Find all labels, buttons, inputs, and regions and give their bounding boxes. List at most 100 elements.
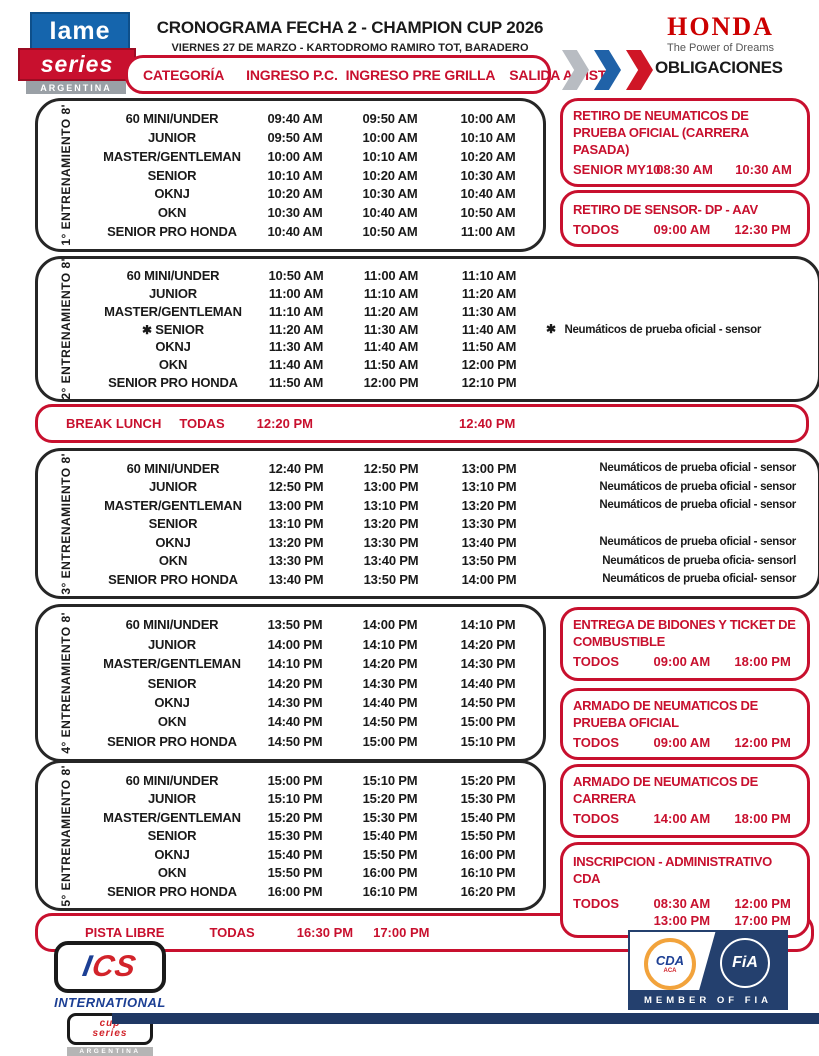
category-cell: ✱ SENIOR <box>142 321 204 337</box>
time-cell: 11:40 AM <box>268 357 324 373</box>
time-cell: 10:20 AM <box>362 167 418 183</box>
honda-logo: HONDA The Power of Dreams <box>628 12 813 54</box>
category-cell: OKNJ <box>154 694 190 710</box>
time-cell: 13:10 PM <box>363 497 419 513</box>
time-cell: 11:20 AM <box>363 303 419 319</box>
schedule-row: OKN 11:40 AM 11:50 AM 12:00 PM <box>94 357 810 372</box>
pista-end: 17:00 PM <box>373 925 430 940</box>
time-cell: 13:00 PM <box>268 497 324 513</box>
time-cell: 10:10 AM <box>460 129 516 145</box>
schedule-row: JUNIOR 11:00 AM 11:10 AM 11:20 AM <box>94 286 810 301</box>
time-cell: 11:00 AM <box>268 285 324 301</box>
time-cell: 11:00 AM <box>460 224 516 240</box>
obligation-times-row: TODOS 09:00 AM 12:30 PM <box>573 222 797 237</box>
obligation-rows: TODOS 09:00 AM 12:30 PM <box>573 222 797 237</box>
schedule-row: SENIOR 13:10 PM 13:20 PM 13:30 PM <box>94 516 810 531</box>
schedule-row: JUNIOR 12:50 PM 13:00 PM 13:10 PM Neumáticos… <box>94 479 810 494</box>
session-rows: 60 MINI/UNDER 09:40 AM 09:50 AM 10:00 AM JUN… <box>93 101 543 249</box>
time-cell: 16:00 PM <box>267 883 323 899</box>
category-cell: 60 MINI/UNDER <box>125 772 219 788</box>
time-cell: 13:10 PM <box>268 516 324 531</box>
obligation-times-row: TODOS 09:00 AM 18:00 PM <box>573 654 797 669</box>
obligation-title: RETIRO DE SENSOR- DP - AAV <box>573 202 758 217</box>
session-box-1: 1° ENTRENAMIENTO 8' 60 MINI/UNDER 09:40 A… <box>35 98 546 252</box>
time-cell: 10:50 AM <box>362 224 418 240</box>
time-cell: 14:10 PM <box>362 636 418 652</box>
obligation-times-row: 13:00 PM 17:00 PM <box>573 913 797 928</box>
time-cell: 13:20 PM <box>363 516 419 531</box>
category-cell: MASTER/GENTLEMAN <box>103 148 241 164</box>
time-cell: 13:40 PM <box>268 571 324 587</box>
time-cell: 15:20 PM <box>362 791 418 806</box>
session-rows: 60 MINI/UNDER 10:50 AM 11:00 AM 11:10 AM JUN… <box>94 259 818 399</box>
schedule-row: SENIOR 15:30 PM 15:40 PM 15:50 PM <box>93 828 535 843</box>
category-cell: MASTER/GENTLEMAN <box>103 656 241 672</box>
star-icon: ✱ <box>546 322 556 336</box>
break-lunch-bar: BREAK LUNCH TODAS 12:20 PM 12:40 PM <box>35 404 809 443</box>
time-cell: 10:30 AM <box>267 205 323 221</box>
time-cell: 11:50 AM <box>461 339 517 355</box>
time-cell: 14:50 PM <box>460 694 516 710</box>
time-cell: 10:40 AM <box>362 205 418 221</box>
time-cell: 10:40 AM <box>460 186 516 202</box>
note-cell: Neumáticos de prueba oficia- sensorl <box>602 554 796 567</box>
chevron-blue-icon <box>594 50 621 90</box>
session-label: 3° ENTRENAMIENTO 8' <box>59 452 73 595</box>
time-cell: 11:30 AM <box>461 303 517 319</box>
time-cell: 13:50 PM <box>267 617 323 633</box>
schedule-row: MASTER/GENTLEMAN 15:20 PM 15:30 PM 15:40 PM <box>93 810 535 825</box>
category-cell: OKNJ <box>155 534 191 550</box>
category-cell: SENIOR <box>148 516 198 531</box>
schedule-row: OKN 14:40 PM 14:50 PM 15:00 PM <box>93 714 535 729</box>
category-cell: 60 MINI/UNDER <box>126 267 220 283</box>
time-cell: 14:20 PM <box>362 656 418 672</box>
session-label: 4° ENTRENAMIENTO 8' <box>58 612 73 754</box>
category-cell: OKNJ <box>155 339 191 355</box>
cda-logo: CDA ACA <box>644 938 696 990</box>
time-cell: 16:00 PM <box>362 865 418 880</box>
schedule-row: OKNJ 10:20 AM 10:30 AM 10:40 AM <box>93 186 535 201</box>
category-cell: SENIOR PRO HONDA <box>107 733 237 749</box>
obligation-who: SENIOR MY10 <box>573 161 661 177</box>
obligation-rows: TODOS 08:30 AM 12:00 PM 13:00 PM 17:00 PM <box>573 896 797 928</box>
category-cell: 60 MINI/UNDER <box>125 110 219 126</box>
obligation-box-inscripcion: INSCRIPCION - ADMINISTRATIVO CDA TODOS 08… <box>560 842 810 938</box>
chevron-red-icon <box>626 50 653 90</box>
pista-who: TODAS <box>209 925 255 940</box>
note-cell: Neumáticos de prueba oficial - sensor <box>599 536 796 548</box>
session-label-wrap: 3° ENTRENAMIENTO 8' <box>38 451 94 596</box>
time-cell: 14:30 PM <box>362 675 418 691</box>
time-cell: 12:00 PM <box>461 357 517 373</box>
honda-tagline: The Power of Dreams <box>667 42 774 54</box>
time-cell: 11:20 AM <box>268 321 324 337</box>
time-cell: 10:00 AM <box>460 110 516 126</box>
time-cell: 14:50 PM <box>362 714 418 730</box>
time-cell: 15:30 PM <box>267 828 323 843</box>
column-header-bar: CATEGORÍA INGRESO P.C. INGRESO PRE GRILL… <box>125 55 615 94</box>
time-cell: 13:30 PM <box>363 534 419 550</box>
pista-label: PISTA LIBRE <box>85 925 165 940</box>
note-cell: ✱ Neumáticos de prueba oficial - sensor <box>546 322 762 336</box>
schedule-row: OKN 13:30 PM 13:40 PM 13:50 PM Neumáticos de… <box>94 553 810 568</box>
time-cell: 14:30 PM <box>267 694 323 710</box>
obligation-box-armado-prueba: ARMADO DE NEUMATICOS DE PRUEBA OFICIAL T… <box>560 688 810 760</box>
time-cell: 16:20 PM <box>460 883 516 899</box>
time-cell: 14:10 PM <box>460 617 516 633</box>
time-cell: 15:50 PM <box>267 865 323 880</box>
obligation-start-time: 09:00 AM <box>653 734 711 750</box>
obligation-end-time: 10:30 AM <box>735 161 792 177</box>
time-cell: 15:20 PM <box>460 772 516 788</box>
iame-series-logo: Iame series ARGENTINA <box>18 12 148 94</box>
time-cell: 10:30 AM <box>460 167 516 183</box>
break-who: TODAS <box>179 416 225 431</box>
time-cell: 14:40 PM <box>267 714 323 730</box>
category-cell: JUNIOR <box>149 285 197 301</box>
ics-wordmark-box: ICS <box>54 941 166 993</box>
time-cell: 13:40 PM <box>363 553 419 568</box>
obligation-title: ENTREGA DE BIDONES Y TICKET DE COMBUSTIB… <box>573 617 796 649</box>
iame-logo-middle: series <box>18 48 136 81</box>
session-box-3: 3° ENTRENAMIENTO 8' 60 MINI/UNDER 12:40 P… <box>35 448 819 599</box>
schedule-row: MASTER/GENTLEMAN 10:00 AM 10:10 AM 10:20 AM <box>93 149 535 164</box>
category-cell: SENIOR PRO HONDA <box>108 571 238 587</box>
col-ingreso-pc: INGRESO P.C. <box>246 66 338 83</box>
